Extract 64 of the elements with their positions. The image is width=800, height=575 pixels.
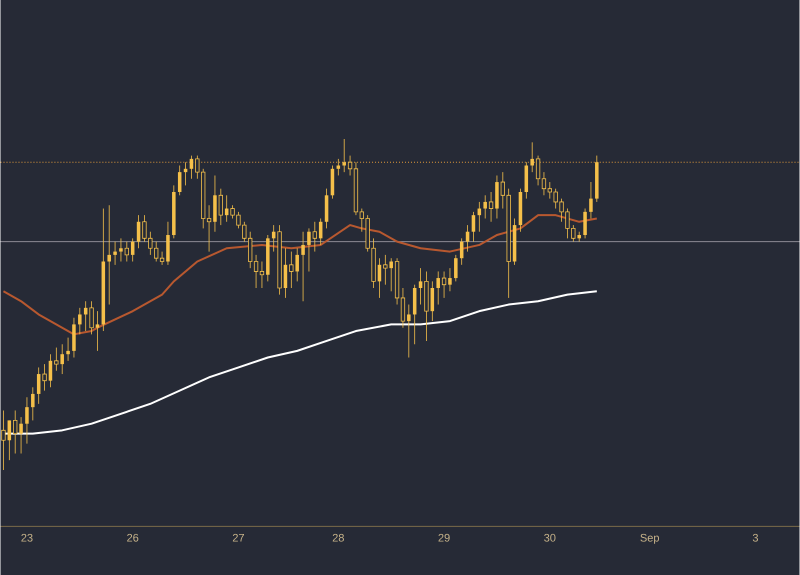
candlestick — [130, 238, 134, 262]
candlestick — [342, 138, 346, 172]
x-tick-label: 29 — [438, 534, 450, 542]
candlestick — [224, 194, 228, 222]
candlestick — [389, 258, 393, 292]
candlestick — [430, 280, 434, 322]
candlestick — [466, 224, 470, 252]
candlestick — [190, 155, 194, 180]
candlestick — [378, 258, 382, 298]
candlestick — [25, 396, 29, 444]
candlestick — [19, 416, 23, 454]
candlestick — [383, 254, 388, 285]
candlestick — [42, 364, 47, 391]
candlestick — [488, 191, 494, 222]
candlestick — [442, 270, 446, 298]
candlestick — [407, 304, 411, 358]
candlestick — [530, 142, 534, 172]
candlestick — [400, 287, 406, 328]
candlestick — [36, 366, 40, 404]
candlestick — [295, 248, 299, 282]
candlestick — [472, 211, 476, 242]
candlestick — [318, 218, 322, 246]
candlestick — [48, 354, 52, 388]
x-tick-label: 30 — [544, 534, 556, 542]
candlestick — [218, 188, 223, 226]
x-tick-label: 27 — [232, 534, 244, 542]
candlestick — [478, 201, 482, 232]
x-tick-label: 23 — [21, 534, 33, 542]
x-tick-label: 3 — [752, 534, 758, 542]
candlestick — [418, 268, 422, 305]
candlestick — [583, 208, 587, 239]
candlestick — [84, 300, 88, 332]
candlestick — [178, 164, 182, 196]
candlestick — [312, 221, 317, 252]
candlestick — [272, 224, 276, 252]
candlestick — [436, 270, 440, 305]
candlestick — [260, 260, 264, 288]
candlestick — [301, 231, 305, 302]
x-tick-label: Sep — [640, 534, 659, 544]
candlestick — [536, 155, 540, 186]
candlestick — [113, 241, 117, 266]
candlestick — [54, 347, 58, 372]
candlestick — [124, 241, 129, 262]
candlestick — [460, 238, 464, 266]
candlestick — [307, 228, 311, 272]
candlestick — [483, 194, 487, 219]
candlestick — [8, 420, 12, 460]
candlestick — [289, 251, 294, 288]
candlestick — [336, 158, 340, 176]
candlestick — [60, 344, 64, 374]
candlestick — [448, 268, 452, 292]
candlestick — [89, 300, 94, 335]
x-tick-label: 28 — [332, 534, 344, 542]
candlestick — [589, 182, 593, 219]
candlestick — [284, 248, 288, 298]
candlestick — [13, 410, 18, 454]
candlestick — [78, 307, 82, 335]
candlestick — [136, 214, 140, 249]
candlestick — [31, 386, 35, 421]
candlestick — [577, 231, 581, 242]
x-tick-label: 26 — [127, 534, 138, 542]
candlestick — [230, 204, 235, 219]
candlestick — [454, 254, 458, 282]
candlestick — [107, 204, 111, 305]
